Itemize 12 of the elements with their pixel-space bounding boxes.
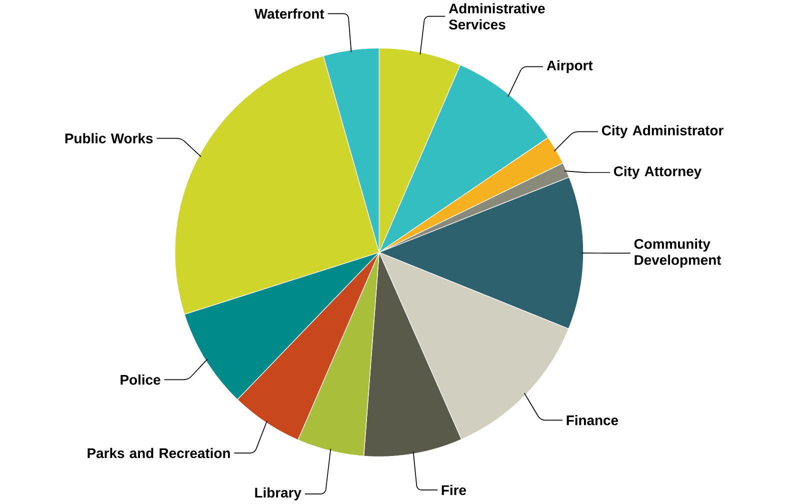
slice-label: Library: [255, 488, 302, 501]
slice-label: City Attorney: [614, 166, 702, 180]
slice-label: Administrative Services: [448, 3, 545, 30]
slice-label: Community Development: [634, 238, 722, 268]
slice-label: Police: [120, 374, 160, 385]
slice-label: Public Works: [65, 133, 153, 144]
slice-label: Waterfront: [254, 8, 324, 19]
slice-label: Airport: [546, 60, 593, 74]
slice-label: Fire: [442, 485, 466, 496]
slice-label: Finance: [566, 415, 618, 426]
slice-label: City Administrator: [602, 125, 724, 138]
slice-label: Parks and Recreation: [88, 448, 230, 458]
